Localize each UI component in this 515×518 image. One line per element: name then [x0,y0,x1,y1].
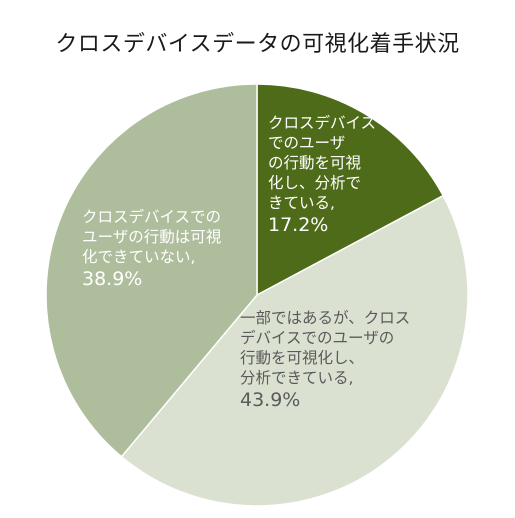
slice-analyzed [256,83,445,297]
slice-label-not-visualized-text: クロスデバイスでの ユーザの行動は可視 化できていない, [82,208,222,266]
chart-title: クロスデバイスデータの可視化着手状況 [55,32,460,57]
slice-label-analyzed-text: クロスデバイス でのユーザ の行動を可視 化し、分析で きている, [268,114,377,212]
slice-label-not-visualized-value: 38.9% [82,268,143,290]
slice-partial [120,194,469,507]
slice-label-analyzed: クロスデバイス でのユーザ の行動を可視 化し、分析で きている, 17.2% [268,113,438,237]
slice-label-partial-value: 43.9% [240,389,301,411]
slice-label-partial-text: 一部ではあるが、クロス デバイスでのユーザの 行動を可視化し、 分析できている, [240,309,411,387]
slice-label-not-visualized: クロスデバイスでの ユーザの行動は可視 化できていない, 38.9% [82,207,252,291]
slice-label-analyzed-value: 17.2% [268,214,329,236]
slice-not-visualized [45,83,258,458]
slice-label-partial: 一部ではあるが、クロス デバイスでのユーザの 行動を可視化し、 分析できている, 43… [240,308,450,412]
